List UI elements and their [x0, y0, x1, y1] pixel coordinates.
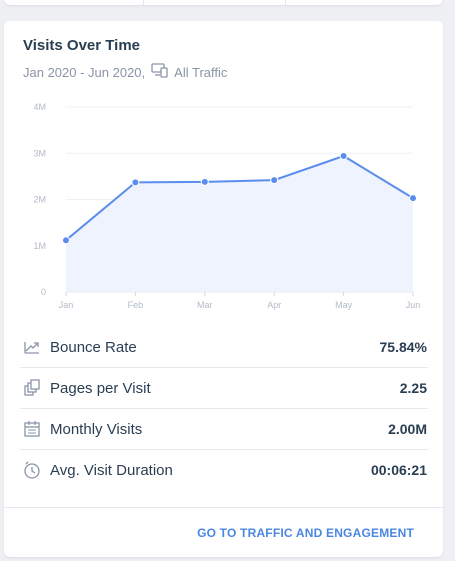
card-footer: GO TO TRAFFIC AND ENGAGEMENT [4, 507, 443, 558]
metric-label-group: Pages per Visit [20, 379, 151, 397]
y-tick-label: 4M [33, 102, 46, 112]
pages-per-visit-icon [23, 379, 41, 397]
area-fill [66, 156, 413, 292]
y-tick-label: 0 [41, 287, 46, 297]
metric-label-group: Avg. Visit Duration [20, 461, 173, 479]
data-point [131, 178, 140, 187]
y-tick-label: 3M [33, 148, 46, 158]
bounce-rate-icon [23, 338, 41, 356]
x-tick-label: May [335, 300, 353, 310]
previous-card-bottom [4, 0, 443, 5]
x-tick-label: Feb [128, 300, 144, 310]
go-to-traffic-link[interactable]: GO TO TRAFFIC AND ENGAGEMENT [197, 526, 414, 540]
visits-over-time-card: Visits Over Time Jan 2020 - Jun 2020, Al… [4, 21, 443, 557]
metric-label: Pages per Visit [50, 379, 151, 397]
data-point [270, 176, 279, 185]
metrics-list: Bounce Rate 75.84% Pages per Visit 2.25 Mont… [20, 327, 428, 490]
devices-icon [145, 63, 174, 81]
divider [285, 0, 286, 5]
visits-chart: 0 1M 2M 3M 4M Jan Feb Mar Apr May Jun [33, 102, 421, 310]
metric-label-group: Bounce Rate [20, 338, 137, 356]
metric-value: 2.25 [399, 380, 427, 396]
x-tick-label: Jan [59, 300, 74, 310]
metric-label-group: Monthly Visits [20, 420, 142, 438]
divider [143, 0, 144, 5]
data-point [409, 194, 417, 203]
y-tick-label: 1M [33, 241, 46, 251]
metric-label: Monthly Visits [50, 420, 143, 438]
clock-icon [23, 461, 41, 479]
metric-value: 2.00M [388, 421, 427, 437]
metric-row: Pages per Visit 2.25 [20, 368, 428, 409]
x-tick-label: Mar [197, 300, 213, 310]
data-point [200, 177, 209, 186]
calendar-icon [23, 420, 41, 438]
x-tick-label: Apr [267, 300, 281, 310]
metric-row: Avg. Visit Duration 00:06:21 [20, 450, 428, 490]
metric-label: Bounce Rate [50, 338, 137, 356]
card-subtitle: Jan 2020 - Jun 2020, All Traffic [23, 63, 227, 81]
metric-label: Avg. Visit Duration [50, 461, 173, 479]
y-tick-label: 2M [33, 195, 46, 205]
metric-row: Bounce Rate 75.84% [20, 327, 428, 368]
card-title: Visits Over Time [23, 37, 141, 54]
data-point [339, 152, 348, 161]
metric-value: 75.84% [379, 339, 427, 355]
x-tick-label: Jun [406, 300, 421, 310]
metric-value: 00:06:21 [370, 462, 427, 478]
traffic-filter: All Traffic [174, 64, 228, 80]
date-range: Jan 2020 - Jun 2020, [23, 64, 146, 80]
metric-row: Monthly Visits 2.00M [20, 409, 428, 450]
series-line [65, 154, 414, 241]
data-point [62, 236, 70, 245]
